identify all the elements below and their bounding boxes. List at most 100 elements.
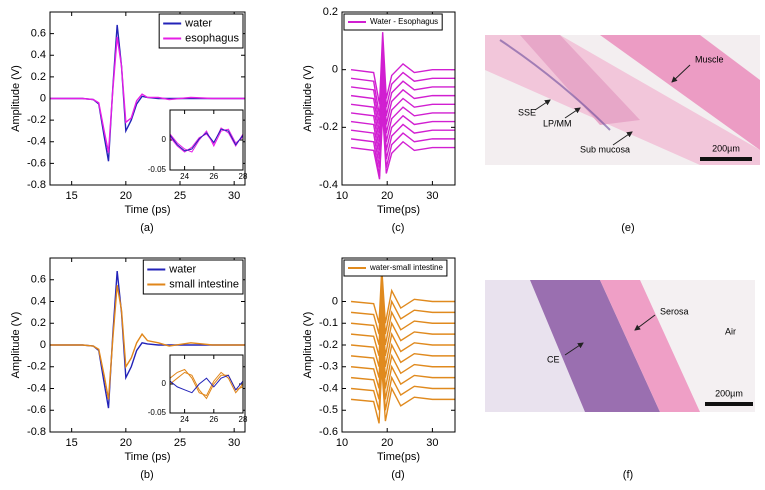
x-tick-label: 25 [174, 190, 186, 202]
x-axis-label: Time (ps) [124, 451, 170, 463]
series-line [350, 95, 455, 168]
series-line [350, 69, 455, 142]
series-line [169, 128, 244, 152]
x-tick-label: 26 [209, 172, 218, 181]
y-axis-label: Amplitude (V) [302, 65, 314, 132]
x-tick-label: 28 [239, 172, 248, 181]
series-line [350, 290, 455, 346]
x-tick-label: 10 [336, 437, 348, 449]
y-tick-label: -0.2 [27, 361, 46, 373]
series-line [350, 86, 455, 160]
y-tick-label: 0.6 [31, 28, 46, 40]
panel-label: (c) [392, 222, 405, 234]
axes-frame [341, 257, 456, 433]
panel-label: (d) [391, 469, 404, 481]
y-tick-label: -0.05 [148, 408, 167, 417]
y-tick-label: 0.6 [31, 274, 46, 286]
series-line [350, 52, 455, 125]
legend: Water - Esophagus [343, 13, 443, 31]
series-line [350, 344, 455, 400]
axes-frame [49, 257, 246, 433]
panel-label: (b) [140, 469, 153, 481]
series-line [350, 32, 455, 105]
x-tick-label: 10 [336, 190, 348, 202]
legend-label: small intestine [169, 278, 239, 290]
y-tick-label: -0.3 [319, 361, 338, 373]
histology-f [485, 280, 755, 412]
y-tick-label: -0.5 [319, 404, 338, 416]
panel-label: (f) [623, 469, 633, 481]
series-line [350, 60, 455, 134]
legend: water small intestine [142, 259, 244, 295]
histology-e [485, 35, 760, 165]
panel-label: (e) [621, 222, 634, 234]
series-line [350, 334, 455, 389]
x-tick-label: 28 [239, 415, 248, 424]
plot-area [170, 355, 243, 413]
series-line [169, 127, 244, 153]
legend: water esophagus [158, 13, 244, 49]
y-tick-label: -0.6 [27, 157, 46, 169]
panel-label: (a) [140, 222, 153, 234]
x-tick-label: 20 [381, 190, 393, 202]
scale-bar-label: 200µm [712, 143, 740, 153]
annotation: Muscle [695, 54, 724, 64]
axes-frame [341, 11, 456, 186]
y-tick-label: 0 [40, 92, 46, 104]
legend-label: water [184, 17, 212, 29]
series-line [350, 43, 455, 116]
y-tick-label: -0.4 [27, 136, 46, 148]
y-tick-label: -0.6 [27, 404, 46, 416]
x-tick-label: 20 [381, 437, 393, 449]
y-tick-label: -0.4 [319, 382, 338, 394]
x-tick-label: 30 [426, 190, 438, 202]
plot-area [342, 12, 455, 185]
legend-label: esophagus [185, 32, 239, 44]
x-axis-label: Time (ps) [124, 204, 170, 216]
legend-label: water [168, 263, 196, 275]
axes-frame [169, 109, 244, 171]
series-line [350, 301, 455, 357]
y-axis-label: Amplitude (V) [10, 312, 22, 379]
y-tick-label: -0.4 [27, 382, 46, 394]
legend-frame [158, 13, 244, 49]
series-line [50, 36, 245, 153]
legend-frame [142, 259, 244, 295]
y-tick-label: -0.8 [27, 179, 46, 191]
y-tick-label: -0.6 [319, 426, 338, 438]
legend-frame [343, 13, 443, 31]
x-tick-label: 26 [209, 415, 218, 424]
legend-label: Water - Esophagus [370, 17, 438, 26]
y-tick-label: 0.2 [323, 6, 338, 18]
legend: water-small intestine [343, 259, 448, 277]
series-line [350, 366, 455, 424]
y-tick-label: 0.4 [31, 295, 46, 307]
y-tick-label: 0 [40, 339, 46, 351]
series-line [350, 355, 455, 411]
y-tick-label: -0.2 [319, 121, 338, 133]
series-line [350, 279, 455, 335]
series-line [169, 374, 244, 394]
y-tick-label: -0.8 [27, 426, 46, 438]
series-line [50, 285, 245, 400]
y-tick-label: 0 [162, 135, 167, 144]
y-tick-label: 0 [332, 295, 338, 307]
y-tick-label: -0.2 [27, 114, 46, 126]
series-line [350, 323, 455, 378]
x-tick-label: 24 [180, 172, 189, 181]
x-tick-label: 30 [228, 437, 240, 449]
annotation: Serosa [660, 306, 689, 316]
y-axis-label: Amplitude (V) [10, 65, 22, 132]
y-tick-label: 0.2 [31, 317, 46, 329]
y-axis-label: Amplitude (V) [302, 312, 314, 379]
series-line [350, 78, 455, 151]
x-tick-label: 30 [426, 437, 438, 449]
y-tick-label: -0.2 [319, 339, 338, 351]
y-tick-label: 0 [162, 379, 167, 388]
scale-bar-label: 200µm [715, 388, 743, 398]
axes-frame [169, 354, 244, 414]
x-tick-label: 20 [120, 437, 132, 449]
x-axis-label: Time(ps) [377, 204, 420, 216]
x-tick-label: 30 [228, 190, 240, 202]
